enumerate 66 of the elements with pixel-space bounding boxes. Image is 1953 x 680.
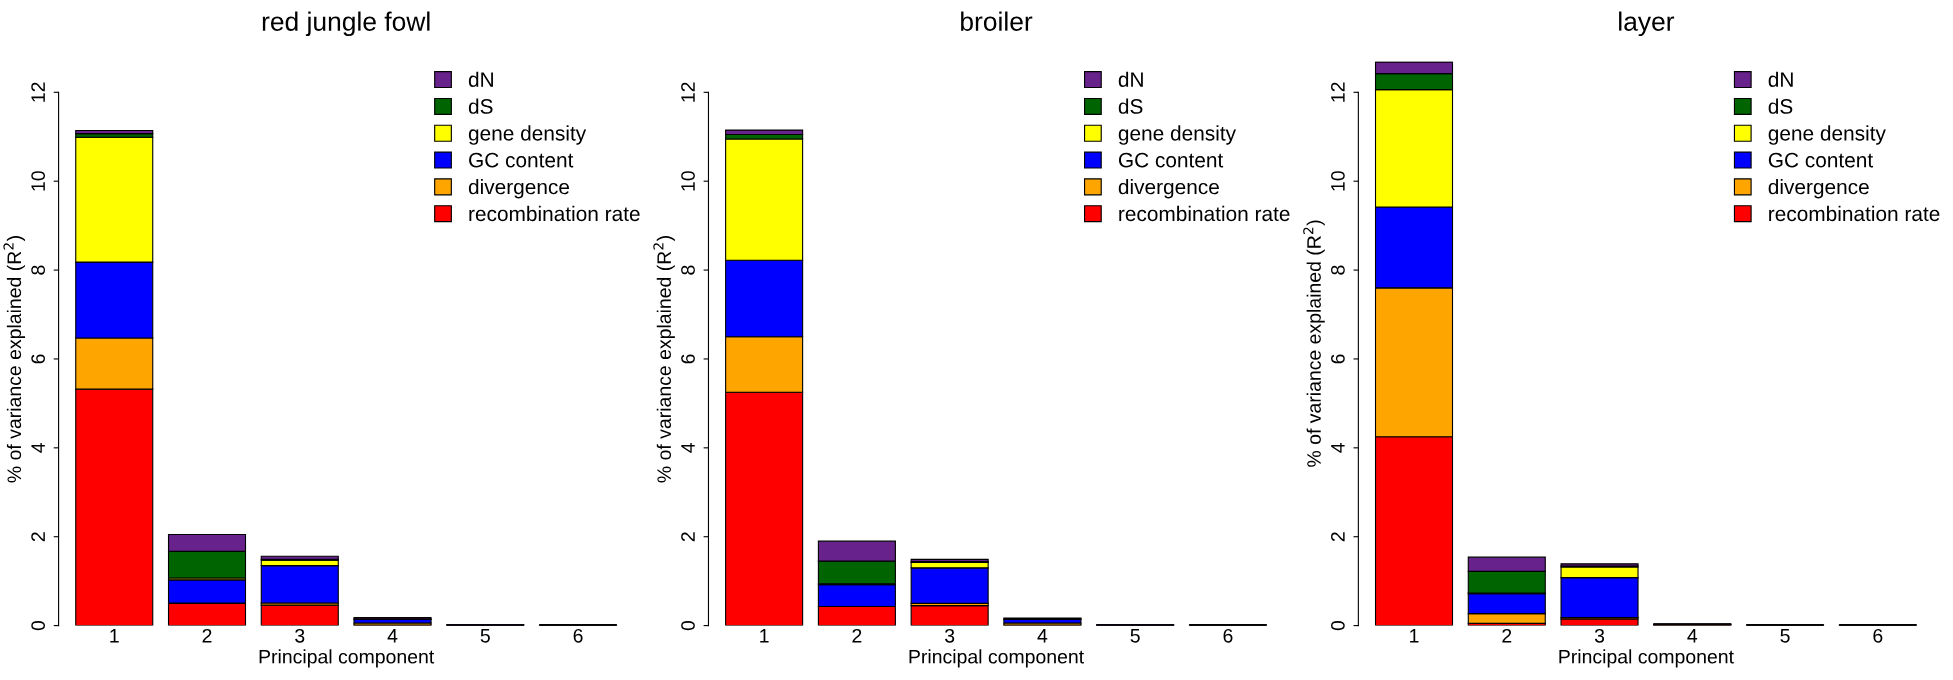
x-tick-label: 4 [387, 629, 398, 643]
y-tick-label: 0 [1331, 620, 1345, 631]
legend-label: divergence [1768, 179, 1869, 199]
y-axis-title: % of variance explained (R$^{2}$) [653, 236, 675, 483]
y-tick-label: 0 [31, 620, 46, 631]
legend-label: gene density [1118, 125, 1236, 145]
legend-label: divergence [1118, 179, 1219, 199]
legend-label: GC content [1118, 152, 1224, 168]
y-tick-label: 2 [1331, 532, 1345, 542]
x-tick-label: 3 [295, 628, 305, 643]
y-tick-label: 4 [1331, 443, 1345, 453]
x-tick-label: 1 [1410, 629, 1419, 643]
x-tick-label: 3 [1594, 628, 1605, 643]
x-tick-label: 4 [1687, 629, 1698, 643]
y-axis-title: % of variance explained (R$^{2}$) [3, 236, 25, 483]
legend-label: gene density [1768, 125, 1886, 145]
y-tick-label: 8 [31, 265, 46, 275]
x-tick-label: 6 [1873, 628, 1883, 643]
y-tick-label: 6 [1331, 354, 1345, 364]
y-tick-label: 8 [681, 265, 695, 275]
x-axis-title: Principal component [259, 649, 435, 668]
x-tick-label: 1 [760, 629, 769, 643]
legend-label: dS [1118, 98, 1143, 114]
y-tick-label: 0 [681, 620, 695, 631]
x-tick-label: 3 [944, 628, 955, 643]
legend-label: GC content [1768, 152, 1873, 168]
x-tick-label: 2 [1502, 628, 1512, 643]
y-tick-label: 4 [31, 443, 45, 453]
y-tick-label: 6 [681, 354, 695, 364]
y-tick-label: 2 [681, 532, 695, 542]
legend-label: dN [468, 71, 493, 88]
x-axis-title: Principal component [909, 649, 1084, 668]
y-tick-label: 10 [681, 171, 695, 191]
legend-label: recombination rate [469, 205, 640, 222]
y-tick-label: 4 [681, 443, 695, 453]
legend-label: divergence [468, 179, 569, 199]
x-tick-label: 5 [480, 629, 490, 643]
legend-label: dN [1768, 71, 1793, 88]
y-tick-label: 10 [31, 171, 46, 191]
x-tick-label: 5 [1780, 629, 1790, 643]
y-tick-label: 10 [1331, 171, 1345, 191]
y-tick-label: 12 [681, 82, 695, 102]
x-tick-label: 2 [202, 628, 212, 643]
legend-label: recombination rate [1769, 205, 1940, 222]
legend-label: dS [1768, 98, 1793, 114]
y-tick-label: 2 [31, 532, 45, 542]
y-axis-title: % of variance explained (R$^{2}$) [1303, 220, 1325, 467]
chart-title: layer [1619, 11, 1675, 37]
legend-label: recombination rate [1119, 205, 1290, 222]
chart-title: red jungle fowl [262, 11, 430, 37]
x-tick-label: 5 [1130, 629, 1140, 643]
y-tick-label: 8 [1331, 265, 1345, 275]
x-tick-label: 1 [110, 629, 119, 643]
y-tick-label: 6 [31, 354, 46, 364]
x-tick-label: 4 [1037, 629, 1048, 643]
legend-label: dS [468, 98, 493, 114]
legend-label: gene density [468, 125, 587, 145]
legend-label: dN [1118, 71, 1143, 88]
x-tick-label: 6 [573, 628, 583, 643]
y-tick-label: 12 [1331, 82, 1345, 102]
chart-title: broiler [961, 11, 1033, 31]
x-tick-label: 2 [852, 628, 862, 643]
x-axis-title: Principal component [1559, 649, 1734, 668]
x-tick-label: 6 [1223, 628, 1233, 643]
y-tick-label: 12 [31, 82, 45, 102]
legend-label: GC content [469, 152, 574, 168]
